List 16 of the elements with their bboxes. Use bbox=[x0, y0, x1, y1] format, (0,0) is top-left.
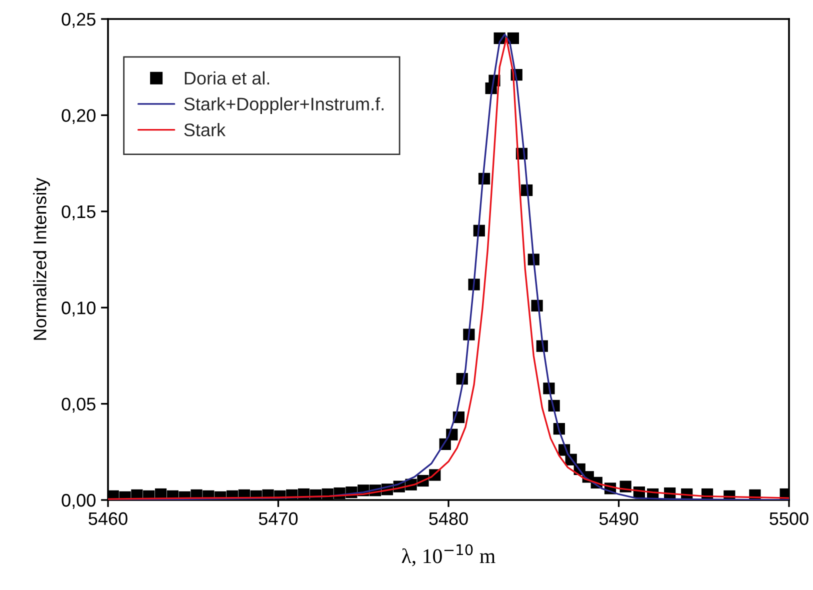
y-tick-label: 0,00 bbox=[62, 494, 96, 509]
y-tick-label: 0,15 bbox=[62, 205, 96, 220]
y-axis-title: Normalized Intensity bbox=[33, 178, 50, 340]
x-tick-label: 5470 bbox=[258, 512, 298, 526]
legend-label: Stark+Doppler+Instrum.f. bbox=[184, 97, 384, 114]
legend-label: Stark bbox=[184, 123, 226, 136]
x-tick-label: 5460 bbox=[88, 512, 128, 526]
x-tick-label: 5500 bbox=[770, 512, 808, 526]
x-tick-label: 5490 bbox=[599, 512, 638, 526]
y-tick-label: 0,20 bbox=[62, 109, 96, 124]
y-tick-label: 0,10 bbox=[62, 302, 96, 316]
y-tick-label: 0,25 bbox=[62, 12, 96, 28]
y-tick-label: 0,05 bbox=[62, 398, 96, 413]
x-axis-title: λ, 10$^{−10}$ m bbox=[402, 544, 496, 566]
x-tick-label: 5480 bbox=[429, 512, 468, 526]
legend-label: Doria et al. bbox=[184, 71, 270, 85]
